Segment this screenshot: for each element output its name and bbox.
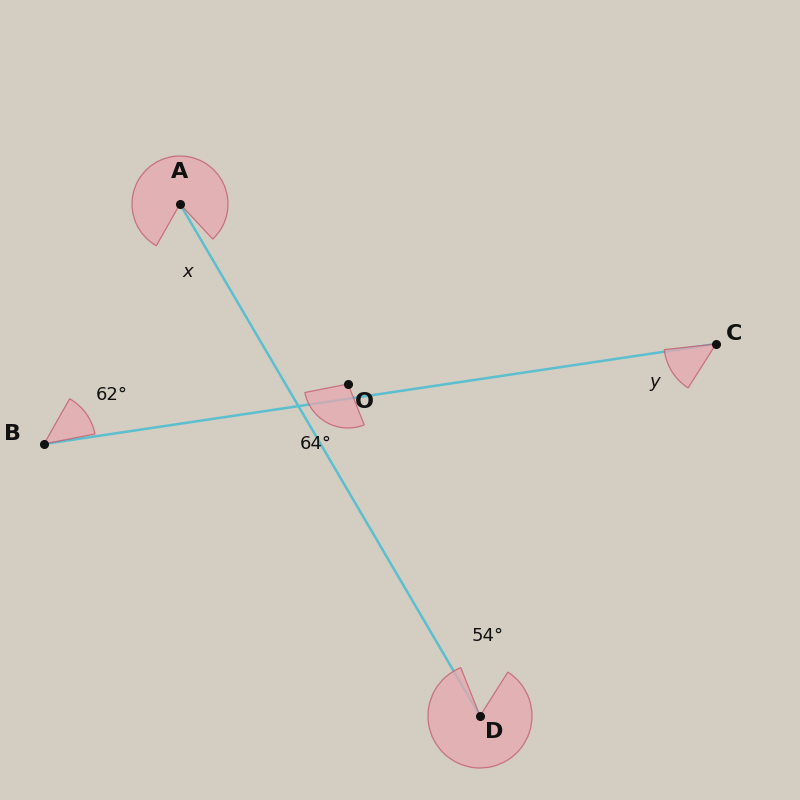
Wedge shape bbox=[305, 384, 364, 428]
Text: B: B bbox=[3, 424, 21, 444]
Text: C: C bbox=[726, 325, 742, 344]
Wedge shape bbox=[132, 156, 228, 246]
Text: O: O bbox=[354, 392, 374, 411]
Text: 54°: 54° bbox=[471, 627, 503, 646]
Text: y: y bbox=[650, 373, 660, 391]
Wedge shape bbox=[428, 668, 532, 768]
Text: 64°: 64° bbox=[299, 434, 331, 453]
Text: A: A bbox=[171, 162, 189, 182]
Wedge shape bbox=[44, 398, 95, 444]
Text: D: D bbox=[486, 722, 503, 742]
Text: 62°: 62° bbox=[96, 386, 128, 404]
Text: x: x bbox=[182, 262, 194, 281]
Wedge shape bbox=[664, 344, 716, 388]
